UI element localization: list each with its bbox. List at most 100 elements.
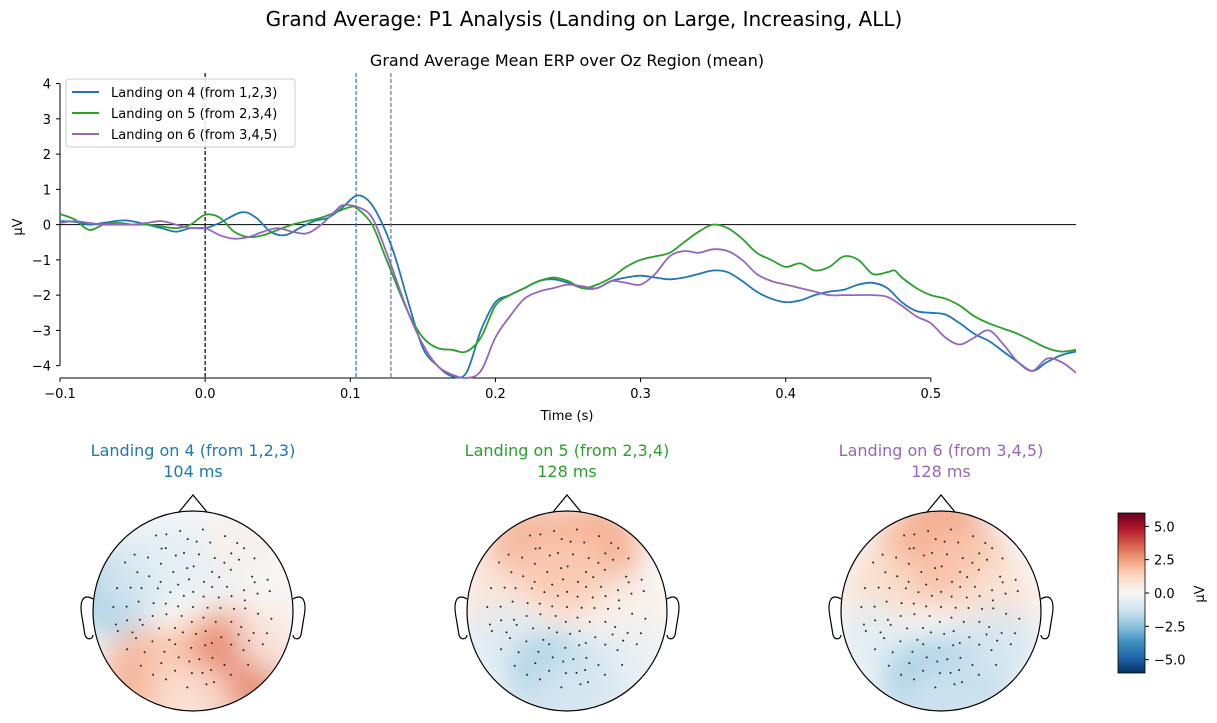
nose-icon	[926, 494, 956, 513]
sensor-dot	[124, 561, 127, 564]
sensor-dot	[152, 673, 155, 676]
sensor-dot	[223, 561, 226, 564]
figure-title: Grand Average: P1 Analysis (Landing on L…	[266, 7, 903, 31]
topomap-title-1: Landing on 4 (from 1,2,3)	[91, 441, 296, 460]
erp-x-tick-label: 0.0	[195, 387, 216, 402]
erp-chart-title: Grand Average Mean ERP over Oz Region (m…	[370, 51, 764, 70]
sensor-dot	[617, 589, 620, 592]
sensor-dot	[627, 557, 630, 560]
sensor-dot	[560, 538, 563, 541]
sensor-dot	[206, 606, 209, 609]
topomap-titles: Landing on 4 (from 1,2,3) 104 ms Landing…	[91, 441, 1044, 481]
sensor-dot	[165, 533, 168, 536]
sensor-dot	[507, 553, 510, 556]
sensor-dot	[532, 627, 535, 630]
sensor-dot	[598, 535, 601, 538]
erp-y-tick-label: −1	[32, 254, 51, 269]
sensor-dot	[243, 589, 246, 592]
sensor-dot	[1013, 632, 1016, 635]
sensor-dot	[533, 580, 536, 583]
topomaps	[80, 494, 1054, 712]
legend-label-series-2: Landing on 5 (from 2,3,4)	[111, 107, 277, 122]
sensor-dot	[190, 620, 193, 623]
sensor-dot	[526, 602, 529, 605]
left-ear-icon	[828, 596, 842, 640]
sensor-dot	[1016, 590, 1019, 593]
sensor-dot	[114, 623, 117, 626]
sensor-dot	[511, 600, 514, 603]
sensor-dot	[978, 595, 981, 598]
sensor-dot	[261, 643, 264, 646]
sensor-dot	[253, 557, 256, 560]
sensor-dot	[163, 650, 166, 653]
sensor-dot	[174, 643, 177, 646]
sensor-dot	[967, 607, 970, 610]
sensor-dot	[556, 594, 559, 597]
sensor-dot	[182, 594, 185, 597]
sensor-dot	[938, 672, 941, 675]
sensor-dot	[908, 547, 911, 550]
sensor-dot	[959, 656, 962, 659]
sensor-dot	[911, 650, 914, 653]
sensor-dot	[929, 631, 932, 634]
sensor-dot	[597, 664, 600, 667]
sensor-dot	[500, 619, 503, 622]
sensor-dot	[266, 578, 269, 581]
sensor-dot	[985, 633, 988, 636]
sensor-dot	[551, 605, 554, 608]
sensor-dot	[900, 673, 903, 676]
sensor-dot	[1000, 632, 1003, 635]
sensor-dot	[603, 673, 606, 676]
sensor-dot	[169, 591, 172, 594]
sensor-dot	[510, 571, 513, 574]
sensor-dot	[1005, 612, 1008, 615]
sensor-dot	[251, 575, 254, 578]
topomap-blob	[524, 533, 610, 619]
sensor-dot	[881, 553, 884, 556]
sensor-dot	[934, 538, 937, 541]
sensor-dot	[156, 587, 159, 590]
sensor-dot	[551, 656, 554, 659]
sensor-dot	[925, 656, 928, 659]
sensor-dot	[268, 590, 271, 593]
topomap-field	[841, 511, 1041, 711]
sensor-dot	[526, 673, 529, 676]
erp-x-tick-label: 0.4	[775, 387, 796, 402]
sensor-dot	[899, 640, 902, 643]
sensor-dot	[116, 630, 119, 633]
sensor-layer	[486, 528, 647, 689]
sensor-dot	[112, 605, 115, 608]
sensor-dot	[903, 534, 906, 537]
sensor-dot	[125, 605, 128, 608]
sensor-dot	[579, 683, 582, 686]
sensor-dot	[927, 529, 930, 532]
sensor-dot	[538, 602, 541, 605]
colorbar-tick-label: 5.0	[1154, 520, 1175, 535]
sensor-dot	[538, 547, 541, 550]
sensor-dot	[599, 585, 602, 588]
sensor-dot	[968, 636, 971, 639]
sensor-dot	[610, 541, 613, 544]
sensor-dot	[612, 558, 615, 561]
sensor-dot	[984, 541, 987, 544]
topomap-subtitle-1: 104 ms	[163, 462, 223, 481]
sensor-dot	[639, 632, 642, 635]
sensor-dot	[584, 642, 587, 645]
sensor-dot	[922, 554, 925, 557]
sensor-dot	[243, 599, 246, 602]
sensor-dot	[203, 580, 206, 583]
sensor-dot	[630, 592, 633, 595]
sensor-dot	[530, 587, 533, 590]
sensor-dot	[515, 623, 518, 626]
sensor-dot	[940, 590, 943, 593]
sensor-dot	[174, 626, 177, 629]
sensor-dot	[192, 590, 195, 593]
sensor-dot	[614, 626, 617, 629]
sensor-dot	[978, 643, 981, 646]
sensor-dot	[891, 651, 894, 654]
sensor-dot	[603, 568, 606, 571]
sensor-dot	[900, 602, 903, 605]
sensor-dot	[230, 620, 233, 623]
sensor-dot	[219, 607, 222, 610]
right-ear-icon	[1040, 596, 1054, 640]
